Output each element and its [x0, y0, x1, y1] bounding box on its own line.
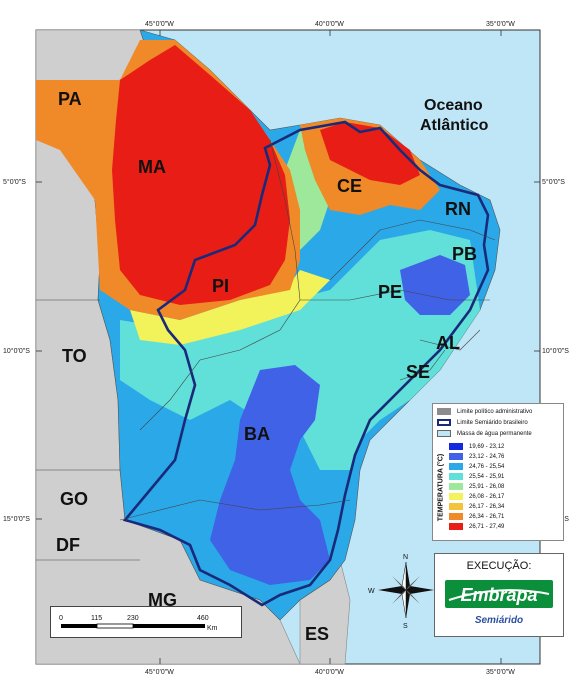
zone-yellow — [130, 270, 330, 345]
state-label-mg: MG — [148, 590, 177, 610]
scale-bar-graphic: 0 115 230 460 Km — [59, 615, 218, 632]
legend-class-label: 26,71 - 27,49 — [469, 523, 505, 530]
legend-swatch — [437, 419, 451, 426]
legend-class-label: 24,76 - 25,54 — [469, 463, 505, 470]
state-label-rn: RN — [445, 199, 471, 219]
legend-class-label: 26,34 - 26,71 — [469, 513, 505, 520]
legend-swatch — [449, 453, 463, 460]
compass-rose-icon: N S E W — [368, 554, 441, 630]
scale-unit: Km — [207, 625, 218, 632]
lon-tick-top-3: 35°0'0"W — [486, 20, 515, 28]
compass-n: N — [403, 554, 408, 561]
legend-swatch — [449, 483, 463, 490]
lon-tick-top-2: 40°0'0"W — [315, 20, 344, 28]
legend-title: TEMPERATURA (°C) — [437, 453, 445, 522]
zone-red — [112, 45, 290, 305]
lat-tick-right-2: 10°0'0"S — [542, 347, 569, 355]
state-label-pb: PB — [452, 244, 477, 264]
legend-title-wrap: TEMPERATURA (°C) — [435, 444, 445, 536]
legend-label: Limite Semiárido brasileiro — [457, 419, 528, 426]
legend-class-6: 26,08 - 26,17 — [449, 492, 504, 501]
compass-w: W — [368, 588, 375, 595]
legend-class-label: 23,12 - 24,76 — [469, 453, 505, 460]
legend-swatch — [449, 523, 463, 530]
state-label-es: ES — [305, 624, 329, 644]
lon-tick-bottom-3: 35°0'0"W — [486, 668, 515, 676]
legend-class-label: 19,69 - 23,12 — [469, 443, 505, 450]
legend-class-9: 26,71 - 27,49 — [449, 522, 504, 531]
state-label-ce: CE — [337, 176, 362, 196]
state-label-pe: PE — [378, 282, 402, 302]
legend-swatch — [437, 430, 451, 437]
execucao-subtitle: Semiárido — [474, 615, 524, 626]
state-boundaries — [36, 139, 496, 561]
legend-item-water: Massa de água permanente — [437, 429, 532, 438]
lat-tick-right-1: 5°0'0"S — [542, 178, 565, 186]
lat-tick-left-1: 5°0'0"S — [3, 178, 26, 186]
lon-tick-bottom-1: 45°0'0"W — [145, 668, 174, 676]
lon-tick-top-1: 45°0'0"W — [145, 20, 174, 28]
legend-class-2: 23,12 - 24,76 — [449, 452, 504, 461]
legend-swatch — [437, 408, 451, 415]
lon-tick-bottom-2: 40°0'0"W — [315, 668, 344, 676]
ocean-label-line2: Atlântico — [420, 117, 489, 134]
legend-swatch — [449, 503, 463, 510]
legend-label: Limite político administrativo — [457, 408, 533, 415]
scale-tick-460: 460 — [197, 615, 209, 622]
compass-s: S — [403, 623, 408, 630]
state-label-ma: MA — [138, 157, 166, 177]
legend-item-admin-limit: Limite político administrativo — [437, 407, 532, 416]
legend-swatch — [449, 493, 463, 500]
zone-cyan — [120, 230, 480, 470]
legend-class-1: 19,69 - 23,12 — [449, 442, 504, 451]
state-label-ba: BA — [244, 424, 270, 444]
state-label-se: SE — [406, 362, 430, 382]
embrapa-logo: Embrapa — [445, 580, 553, 608]
state-label-pi: PI — [212, 276, 229, 296]
legend-class-label: 26,08 - 26,17 — [469, 493, 505, 500]
legend-label: Massa de água permanente — [457, 430, 532, 437]
legend-class-label: 25,91 - 26,08 — [469, 483, 505, 490]
scale-bar: 0 115 230 460 Km — [50, 606, 242, 638]
legend-swatch — [449, 473, 463, 480]
legend-swatch — [449, 463, 463, 470]
lat-tick-left-2: 10°0'0"S — [3, 347, 30, 355]
legend-class-4: 25,54 - 25,91 — [449, 472, 504, 481]
zone-darkblue-ba — [210, 365, 330, 585]
zone-red-ce — [320, 122, 420, 185]
execucao-box: EXECUÇÃO: Embrapa Semiárido — [434, 553, 564, 637]
legend-class-label: 26,17 - 26,34 — [469, 503, 505, 510]
legend-class-label: 25,54 - 25,91 — [469, 473, 505, 480]
state-label-al: AL — [436, 333, 460, 353]
embrapa-logo-text: Embrapa — [460, 585, 537, 605]
scale-tick-115: 115 — [91, 615, 102, 622]
ocean-label-line1: Oceano — [424, 97, 483, 114]
semiarid-boundary — [122, 120, 490, 607]
execucao-title: EXECUÇÃO: — [466, 560, 532, 572]
state-label-pa: PA — [58, 89, 82, 109]
legend-class-3: 24,76 - 25,54 — [449, 462, 504, 471]
state-label-to: TO — [62, 346, 87, 366]
legend-class-7: 26,17 - 26,34 — [449, 502, 504, 511]
state-label-df: DF — [56, 535, 80, 555]
legend-class-5: 25,91 - 26,08 — [449, 482, 504, 491]
legend: Limite político administrativo Limite Se… — [432, 403, 564, 541]
legend-swatch — [449, 443, 463, 450]
scale-tick-0: 0 — [59, 615, 63, 622]
legend-item-semiarid-limit: Limite Semiárido brasileiro — [437, 418, 528, 427]
legend-swatch — [449, 513, 463, 520]
lat-tick-left-3: 15°0'0"S — [3, 515, 30, 523]
legend-class-8: 26,34 - 26,71 — [449, 512, 504, 521]
state-label-go: GO — [60, 489, 88, 509]
scale-tick-230: 230 — [127, 615, 139, 622]
